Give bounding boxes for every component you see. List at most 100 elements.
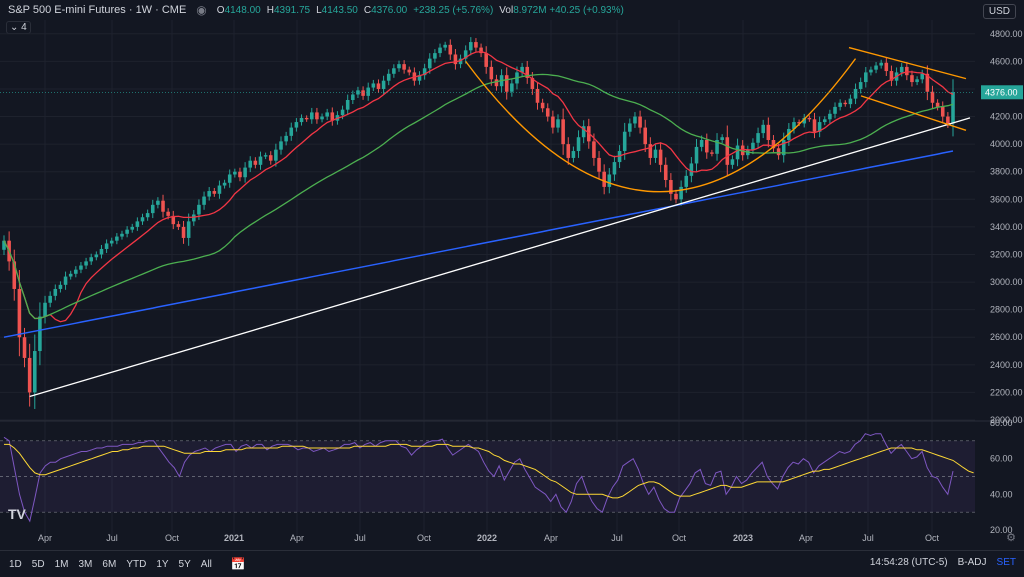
- candle-body: [699, 140, 704, 147]
- candle-body: [161, 200, 165, 212]
- candle-body: [417, 75, 422, 81]
- price-tick-label: 3200.00: [990, 249, 1023, 259]
- candle-body: [853, 88, 858, 99]
- badj-toggle[interactable]: B-ADJ: [957, 557, 987, 568]
- candle-body: [930, 91, 935, 103]
- calendar-icon[interactable]: 📅: [230, 557, 246, 571]
- candle-body: [653, 149, 658, 158]
- candle-body: [864, 72, 868, 83]
- candle-body: [540, 102, 545, 109]
- candle-body: [792, 122, 796, 129]
- timeframe-all[interactable]: All: [200, 558, 212, 570]
- candle-body: [407, 69, 412, 73]
- candle-body: [58, 284, 63, 289]
- candle-body: [166, 211, 170, 216]
- candle-body: [884, 62, 889, 72]
- candle-body: [448, 44, 453, 55]
- candle-body: [822, 119, 827, 123]
- candle-body: [381, 80, 386, 89]
- indicator-count: 4: [21, 22, 27, 33]
- candle-body: [315, 112, 319, 120]
- candle-body: [27, 357, 32, 393]
- candle-body: [920, 73, 925, 80]
- candle-body: [838, 102, 842, 107]
- candle-body: [140, 217, 145, 222]
- rsi-tick-label: 20.00: [990, 525, 1013, 535]
- timeframe-5y[interactable]: 5Y: [178, 558, 191, 570]
- time-tick-label: Jul: [354, 533, 366, 543]
- candle-body: [766, 124, 771, 140]
- candle-body: [592, 141, 596, 158]
- candle-body: [561, 119, 565, 145]
- candle-body: [915, 79, 919, 83]
- candle-body: [674, 193, 678, 200]
- candle-body: [751, 142, 755, 150]
- candle-body: [130, 226, 135, 230]
- candle-body: [361, 90, 365, 96]
- set-toggle[interactable]: SET: [996, 557, 1016, 568]
- candle-body: [22, 337, 27, 358]
- candle-body: [274, 149, 278, 161]
- rounding-bottom-arc: [465, 58, 857, 193]
- currency-selector[interactable]: USD: [982, 4, 1016, 19]
- candle-body: [284, 135, 288, 142]
- rsi-tick-label: 80.00: [990, 418, 1013, 428]
- time-tick-label: Oct: [417, 533, 432, 543]
- change-value: +238.25 (+5.76%): [413, 4, 494, 16]
- candle-body: [304, 117, 309, 120]
- close-value: 4376.00: [371, 4, 408, 16]
- last-price-label: 4376.00: [985, 87, 1018, 97]
- timeframe-1y[interactable]: 1Y: [156, 558, 169, 570]
- time-tick-label: Apr: [38, 533, 52, 543]
- candle-body: [422, 68, 427, 76]
- candle-body: [689, 163, 694, 176]
- candle-body: [756, 133, 760, 143]
- time-tick-label: Oct: [925, 533, 940, 543]
- candle-body: [889, 71, 894, 81]
- candle-body: [309, 112, 314, 120]
- candle-body: [207, 191, 211, 197]
- candle-body: [951, 92, 955, 124]
- time-tick-label: Jul: [862, 533, 874, 543]
- candle-body: [63, 276, 68, 285]
- candle-body: [899, 66, 904, 73]
- candle-body: [663, 164, 668, 180]
- gear-icon[interactable]: ⚙: [1006, 532, 1016, 544]
- timeframe-1d[interactable]: 1D: [9, 558, 22, 570]
- candle-body: [474, 42, 478, 48]
- low-label: L: [316, 4, 322, 16]
- candle-body: [392, 68, 396, 74]
- chart-header: S&P 500 E-mini Futures · 1W · CME ◉ O414…: [0, 0, 1024, 20]
- candle-body: [597, 157, 601, 172]
- candle-body: [366, 87, 370, 96]
- candle-body: [294, 122, 299, 128]
- candle-body: [43, 302, 47, 317]
- candle-body: [551, 116, 555, 128]
- symbol-title[interactable]: S&P 500 E-mini Futures · 1W · CME: [8, 4, 187, 16]
- candle-body: [679, 186, 683, 200]
- candle-body: [858, 82, 863, 89]
- price-chart[interactable]: 4800.004600.004400.004200.004000.003800.…: [0, 0, 1024, 550]
- timeframe-3m[interactable]: 3M: [78, 558, 93, 570]
- eye-icon[interactable]: ◉: [196, 3, 207, 17]
- candle-body: [325, 112, 329, 117]
- candle-body: [833, 106, 837, 114]
- candle-body: [730, 159, 735, 165]
- candle-body: [940, 106, 945, 117]
- timeframe-ytd[interactable]: YTD: [126, 558, 147, 570]
- candle-body: [510, 83, 514, 92]
- rsi-ma-line: [4, 443, 974, 499]
- candle-body: [397, 64, 401, 69]
- candle-body: [156, 200, 160, 205]
- timeframe-6m[interactable]: 6M: [102, 558, 117, 570]
- candle-body: [145, 213, 150, 218]
- timeframe-1m[interactable]: 1M: [54, 558, 69, 570]
- candle-body: [53, 288, 58, 296]
- candle-body: [263, 155, 268, 157]
- price-tick-label: 2800.00: [990, 305, 1023, 315]
- candle-body: [371, 83, 376, 88]
- clock[interactable]: 14:54:28 (UTC-5): [869, 557, 948, 568]
- timeframe-5d[interactable]: 5D: [31, 558, 45, 570]
- candle-body: [84, 261, 88, 266]
- candle-body: [289, 127, 294, 136]
